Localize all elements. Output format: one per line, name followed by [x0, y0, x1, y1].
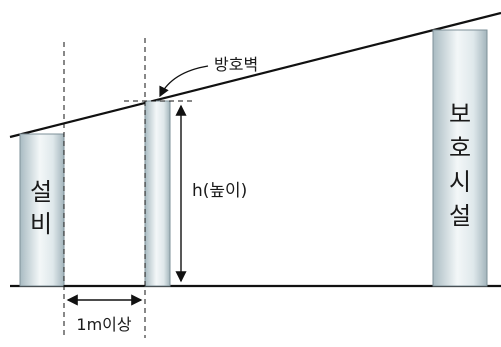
height-label: h(높이) — [192, 181, 247, 201]
protection-label-4: 설 — [449, 202, 471, 230]
barrier-column — [144, 100, 171, 287]
barrier-callout-arrow — [159, 65, 209, 98]
protection-label-3: 시 — [449, 168, 471, 196]
equipment-column — [19, 133, 65, 287]
barrier-slope-line — [9, 11, 501, 139]
protection-label-2: 호 — [449, 134, 471, 162]
protection-label-1: 보 — [449, 100, 471, 128]
distance-label: 1m이상 — [76, 315, 131, 334]
equipment-label-1: 설 — [30, 178, 52, 206]
barrier-label: 방호벽 — [214, 55, 258, 74]
equipment-label-2: 비 — [30, 210, 52, 238]
protection-facility-column — [432, 29, 488, 287]
